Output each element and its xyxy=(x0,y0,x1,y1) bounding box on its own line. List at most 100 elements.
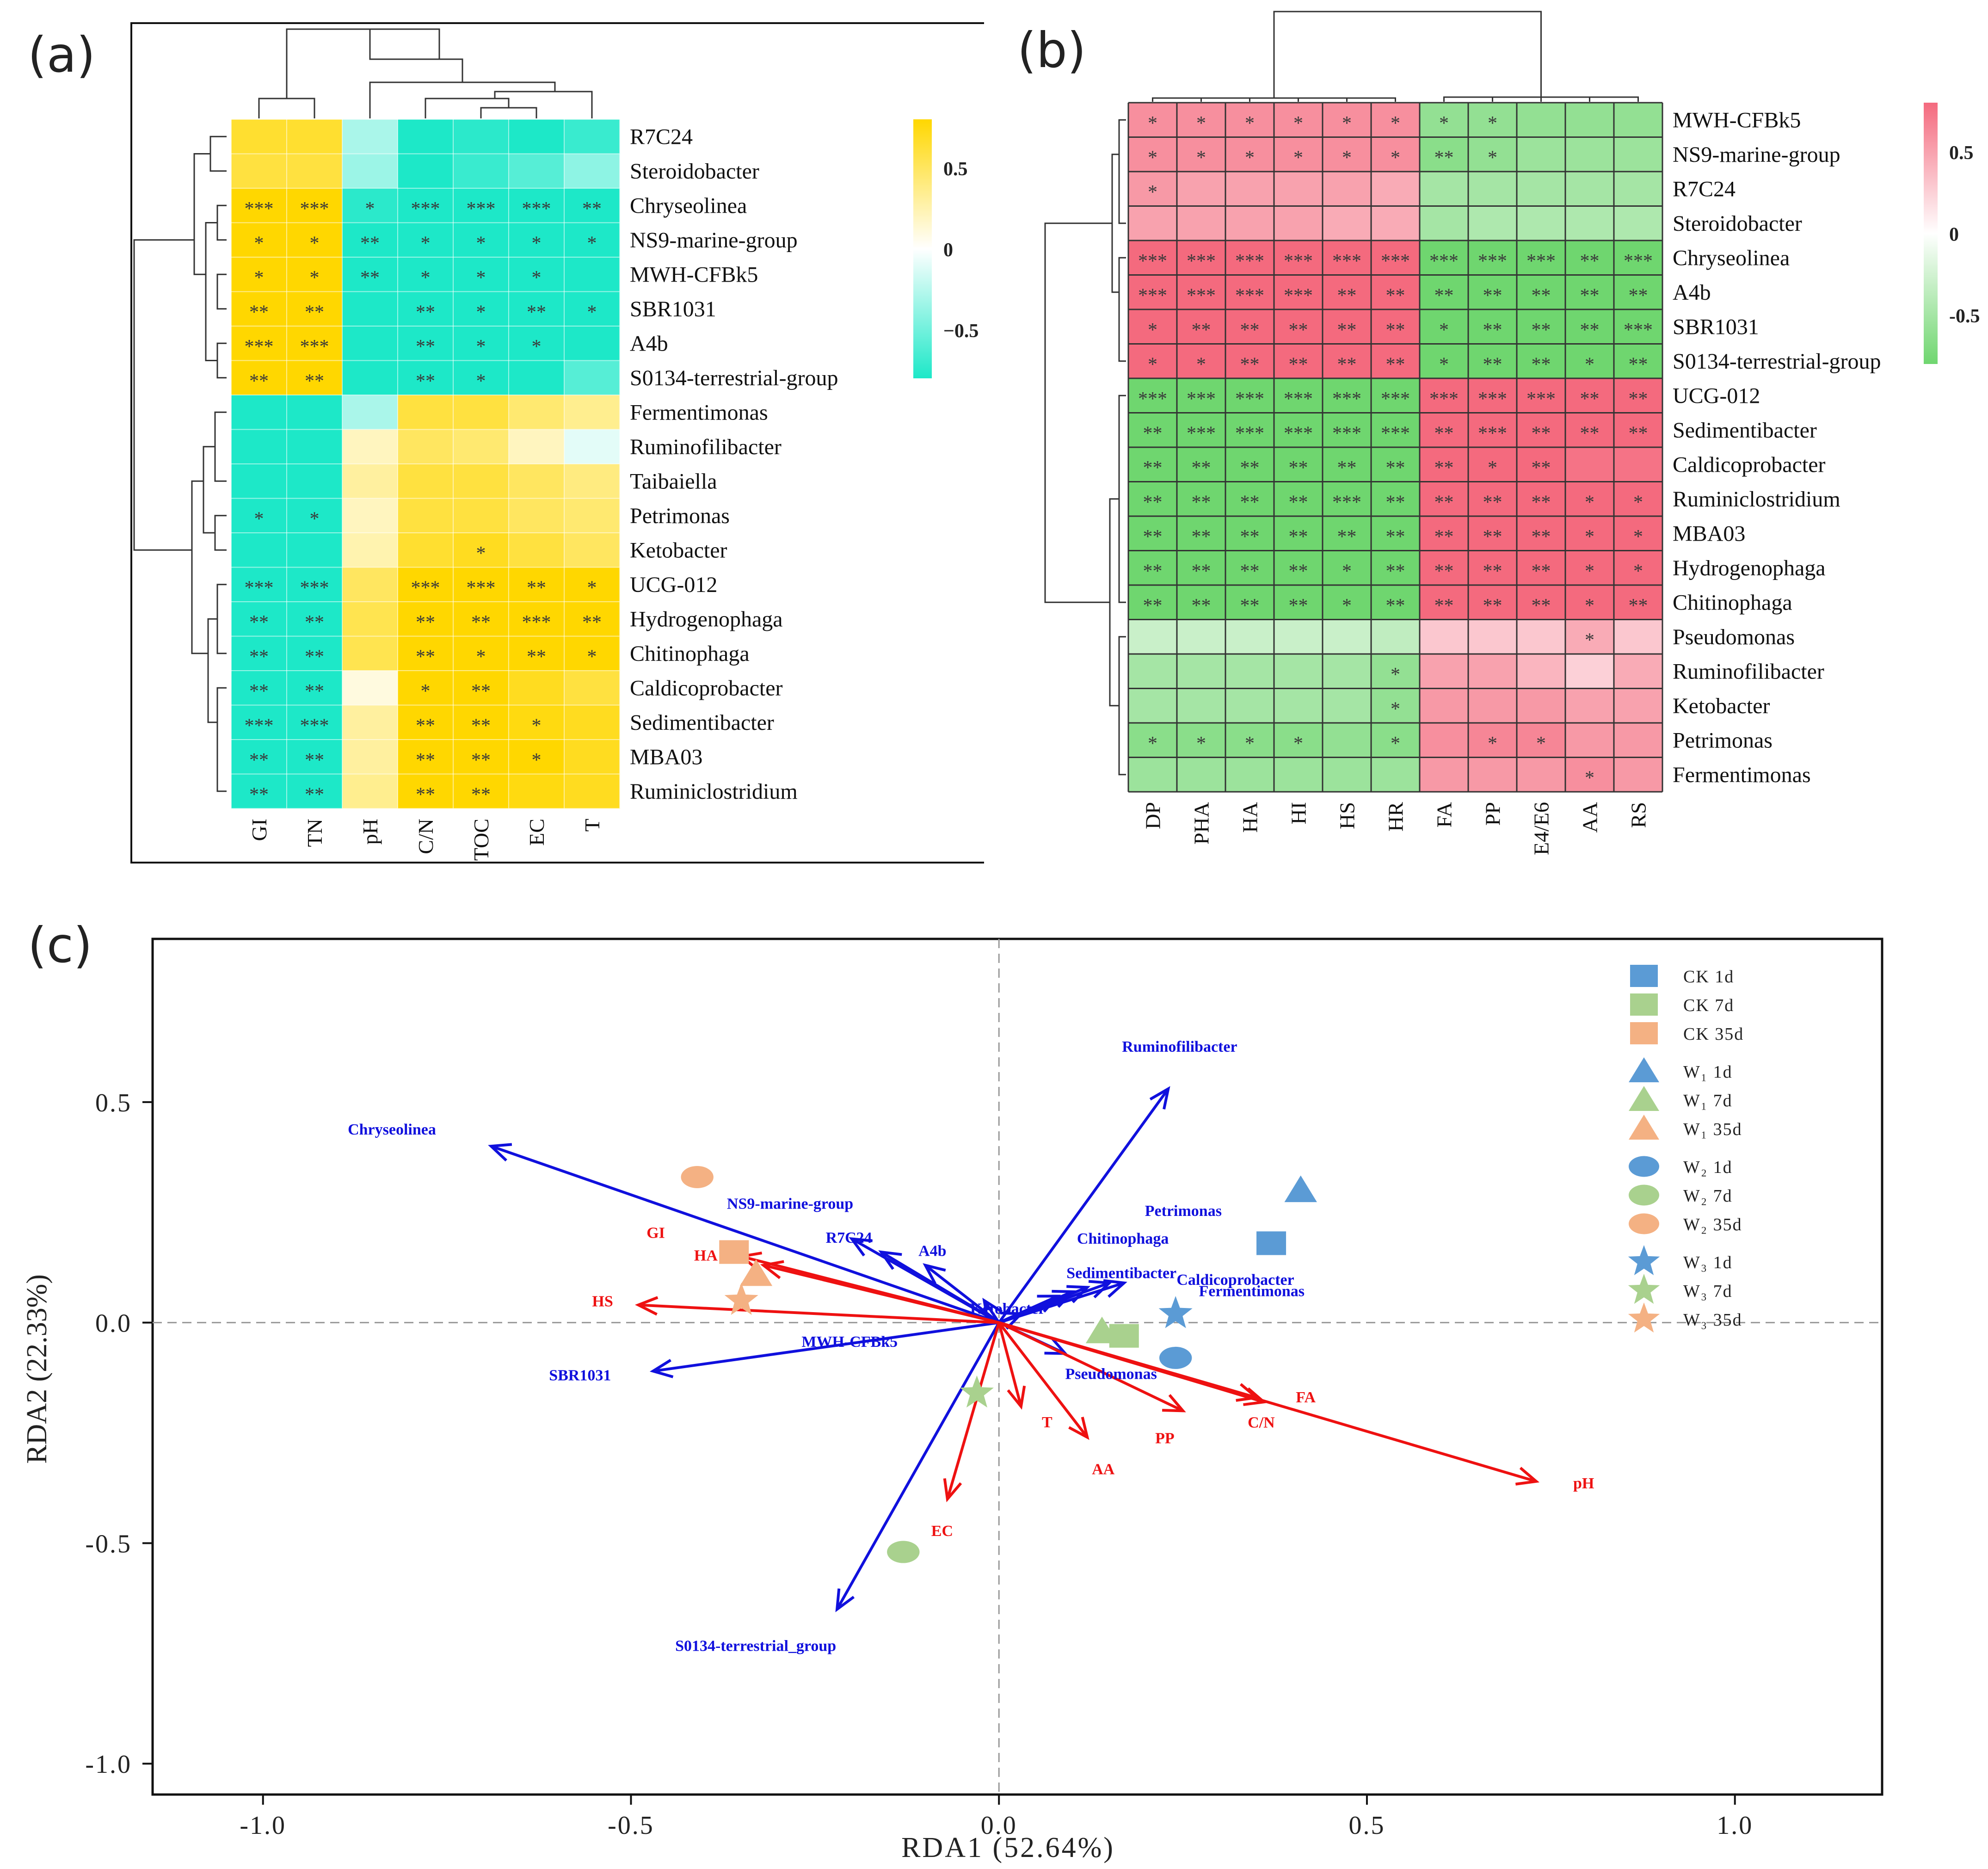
heatmap-cell xyxy=(1323,413,1372,448)
heatmap-cell xyxy=(509,464,565,499)
significance-mark: *** xyxy=(1478,251,1507,272)
heatmap-cell xyxy=(1565,723,1614,758)
heatmap-cell xyxy=(453,154,509,189)
species-label: A4b xyxy=(918,1243,946,1260)
heatmap-cell xyxy=(453,429,509,464)
heatmap-cell xyxy=(1177,172,1226,206)
heatmap-cell xyxy=(1565,654,1614,689)
significance-mark: * xyxy=(476,336,486,358)
heatmap-cell xyxy=(1420,309,1469,344)
row-label: Hydrogenophaga xyxy=(1673,556,1826,580)
sample-point xyxy=(681,1166,714,1188)
significance-mark: ** xyxy=(1629,285,1648,307)
significance-mark: ** xyxy=(249,784,269,806)
heatmap-cell xyxy=(1468,447,1517,482)
heatmap-cell xyxy=(1517,654,1566,689)
heatmap-cell xyxy=(342,705,398,740)
significance-mark: * xyxy=(1488,113,1497,134)
heatmap-cell xyxy=(1225,757,1274,792)
heatmap-cell xyxy=(564,671,620,705)
heatmap-cell xyxy=(1177,585,1226,620)
significance-mark: * xyxy=(532,716,542,737)
heatmap-cell xyxy=(231,740,287,774)
heatmap-cell xyxy=(1177,103,1226,137)
panel-a: (a) *** *** * *** *** *** *** * ** * * * ** * ** * * *** *… xyxy=(28,22,984,864)
heatmap-cell xyxy=(1468,413,1517,448)
significance-mark: ** xyxy=(1532,457,1551,479)
heatmap-cell xyxy=(1614,757,1663,792)
y-tick-label: -0.5 xyxy=(85,1530,132,1558)
dendrogram-branch xyxy=(209,136,227,172)
heatmap-cell xyxy=(1614,172,1663,206)
heatmap-cell xyxy=(1517,103,1566,137)
heatmap-cell xyxy=(342,188,398,223)
significance-mark: ** xyxy=(471,784,491,806)
significance-mark: ** xyxy=(1434,148,1454,169)
heatmap-cell xyxy=(231,464,287,499)
heatmap-cell xyxy=(453,705,509,740)
heatmap-cell xyxy=(453,257,509,292)
heatmap-cell xyxy=(564,154,620,189)
heatmap-cell xyxy=(1468,241,1517,275)
heatmap-cell xyxy=(398,291,454,327)
dendrogram-branch xyxy=(1118,119,1126,224)
heatmap-cell xyxy=(1420,241,1469,275)
significance-mark: ** xyxy=(305,681,324,702)
significance-mark: ** xyxy=(1532,561,1551,582)
heatmap-cell xyxy=(287,326,343,361)
env-label: C/N xyxy=(1248,1414,1275,1431)
heatmap-cell xyxy=(1420,619,1469,654)
sample-point xyxy=(887,1541,920,1563)
heatmap-cell xyxy=(1468,172,1517,206)
heatmap-cell xyxy=(1420,688,1469,723)
heatmap-cell xyxy=(564,774,620,809)
legend-symbol xyxy=(1629,1184,1659,1206)
significance-mark: *** xyxy=(411,198,440,220)
heatmap-cell xyxy=(1565,447,1614,482)
significance-mark: * xyxy=(254,233,264,254)
column-label: TOC xyxy=(469,819,493,861)
heatmap-cell xyxy=(453,567,509,602)
species-label: Chryseolinea xyxy=(348,1121,436,1138)
heatmap-cell xyxy=(1565,241,1614,275)
heatmap-cell xyxy=(231,360,287,395)
heatmap-cell xyxy=(287,636,343,671)
significance-mark: *** xyxy=(1235,389,1264,410)
heatmap-cell xyxy=(564,429,620,464)
row-label: NS9-marine-group xyxy=(1673,142,1840,167)
heatmap-cell xyxy=(1323,654,1372,689)
heatmap-cell xyxy=(509,188,565,223)
heatmap-cell xyxy=(1177,688,1226,723)
significance-mark: ** xyxy=(1629,423,1648,444)
significance-mark: * xyxy=(310,509,320,530)
heatmap-cell xyxy=(509,602,565,636)
env-label: AA xyxy=(1092,1461,1115,1478)
dendrogram-branch xyxy=(216,584,227,654)
legend-label: W₁ 7d xyxy=(1683,1091,1733,1110)
heatmap-cell xyxy=(1323,241,1372,275)
significance-mark: ** xyxy=(1483,285,1502,307)
heatmap-cell xyxy=(1371,344,1420,379)
significance-mark: ** xyxy=(1192,320,1211,341)
significance-mark: ** xyxy=(1240,561,1260,582)
column-label: RS xyxy=(1627,802,1650,828)
significance-mark: *** xyxy=(522,612,551,633)
heatmap-cell xyxy=(1371,688,1420,723)
env-arrow xyxy=(998,1321,1540,1486)
significance-mark: ** xyxy=(1337,285,1357,307)
heatmap-cell xyxy=(1323,172,1372,206)
heatmap-cell xyxy=(1614,550,1663,586)
heatmap-cell xyxy=(453,498,509,533)
significance-mark: * xyxy=(587,233,597,254)
significance-mark: ** xyxy=(1580,251,1600,272)
heatmap-cell xyxy=(1565,413,1614,448)
significance-mark: * xyxy=(1585,526,1594,548)
heatmap-cell xyxy=(1420,378,1469,413)
significance-mark: ** xyxy=(1580,285,1600,307)
heatmap-cell xyxy=(453,119,509,154)
significance-mark: ** xyxy=(1386,354,1405,376)
heatmap-cell xyxy=(509,740,565,774)
significance-mark: ** xyxy=(1192,526,1211,548)
significance-mark: ** xyxy=(1143,561,1163,582)
heatmap-cell xyxy=(1274,344,1323,379)
